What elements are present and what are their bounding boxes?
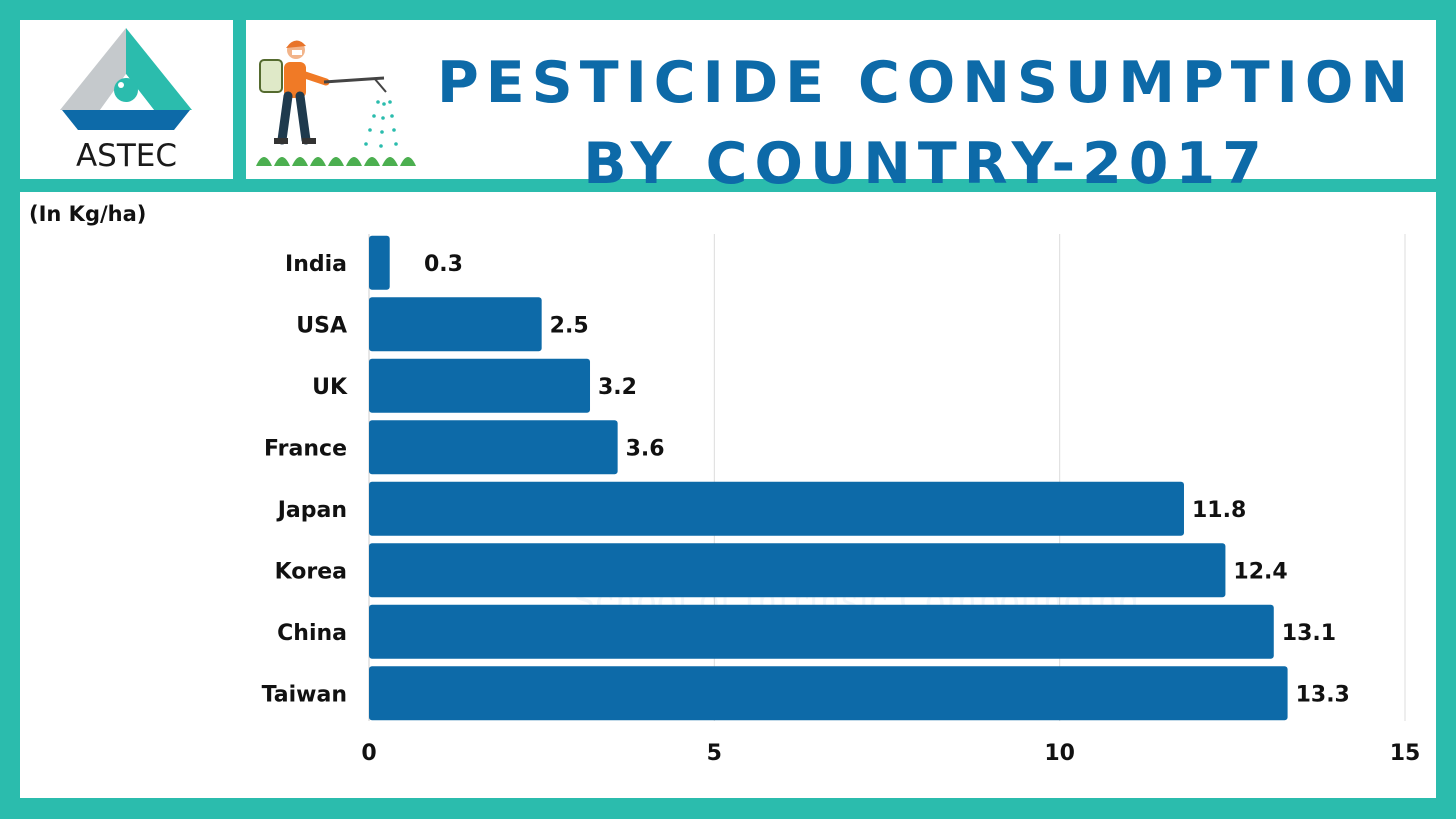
bar-japan [369,481,1184,536]
x-tick-label: 10 [1044,741,1075,766]
title-line-2: BY COUNTRY-2017 [583,131,1269,197]
value-label: 2.5 [550,313,589,338]
category-label: Taiwan [262,682,347,707]
astec-logo-icon [60,28,192,130]
value-label: 3.2 [598,375,637,400]
logo-text: ASTEC [75,138,178,174]
bar-usa [369,297,542,352]
bar-chart: School of Intrinsic Compounding 0 5 10 15In… [262,234,1421,766]
title-line-1: PESTICIDE CONSUMPTION [436,50,1416,116]
labels: 0 5 10 15 India 0.3 USA 2.5 UK 3.2 France 3.6 Japan 1… [262,252,1421,766]
bar-china [369,604,1274,659]
value-label: 12.4 [1233,559,1287,584]
value-label: 11.8 [1192,498,1246,523]
value-label: 13.3 [1296,682,1350,707]
title-panel: PESTICIDE CONSUMPTION BY COUNTRY-2017 [246,20,1436,197]
bar-france [369,420,618,475]
category-label: USA [296,313,347,338]
category-label: Korea [275,559,347,584]
bar-taiwan [369,666,1288,721]
category-label: Japan [276,498,347,523]
value-label: 3.6 [626,436,665,461]
y-axis-unit-label: (In Kg/ha) [29,202,147,226]
x-tick-label: 5 [707,741,722,766]
logo-panel: ASTEC [20,20,233,179]
bar-india [369,235,390,290]
value-label: 13.1 [1282,621,1336,646]
x-tick-label: 15 [1390,741,1421,766]
x-tick-label: 0 [361,741,376,766]
category-label: France [264,436,347,461]
farmer-spraying-icon [256,40,416,166]
bars [369,235,1288,721]
category-label: India [285,252,347,277]
category-label: China [277,621,347,646]
bar-korea [369,543,1226,598]
category-label: UK [312,375,348,400]
chart-panel: (In Kg/ha) School of Intrinsic Compoundi… [20,192,1436,798]
value-label: 0.3 [424,252,463,277]
bar-uk [369,358,591,413]
